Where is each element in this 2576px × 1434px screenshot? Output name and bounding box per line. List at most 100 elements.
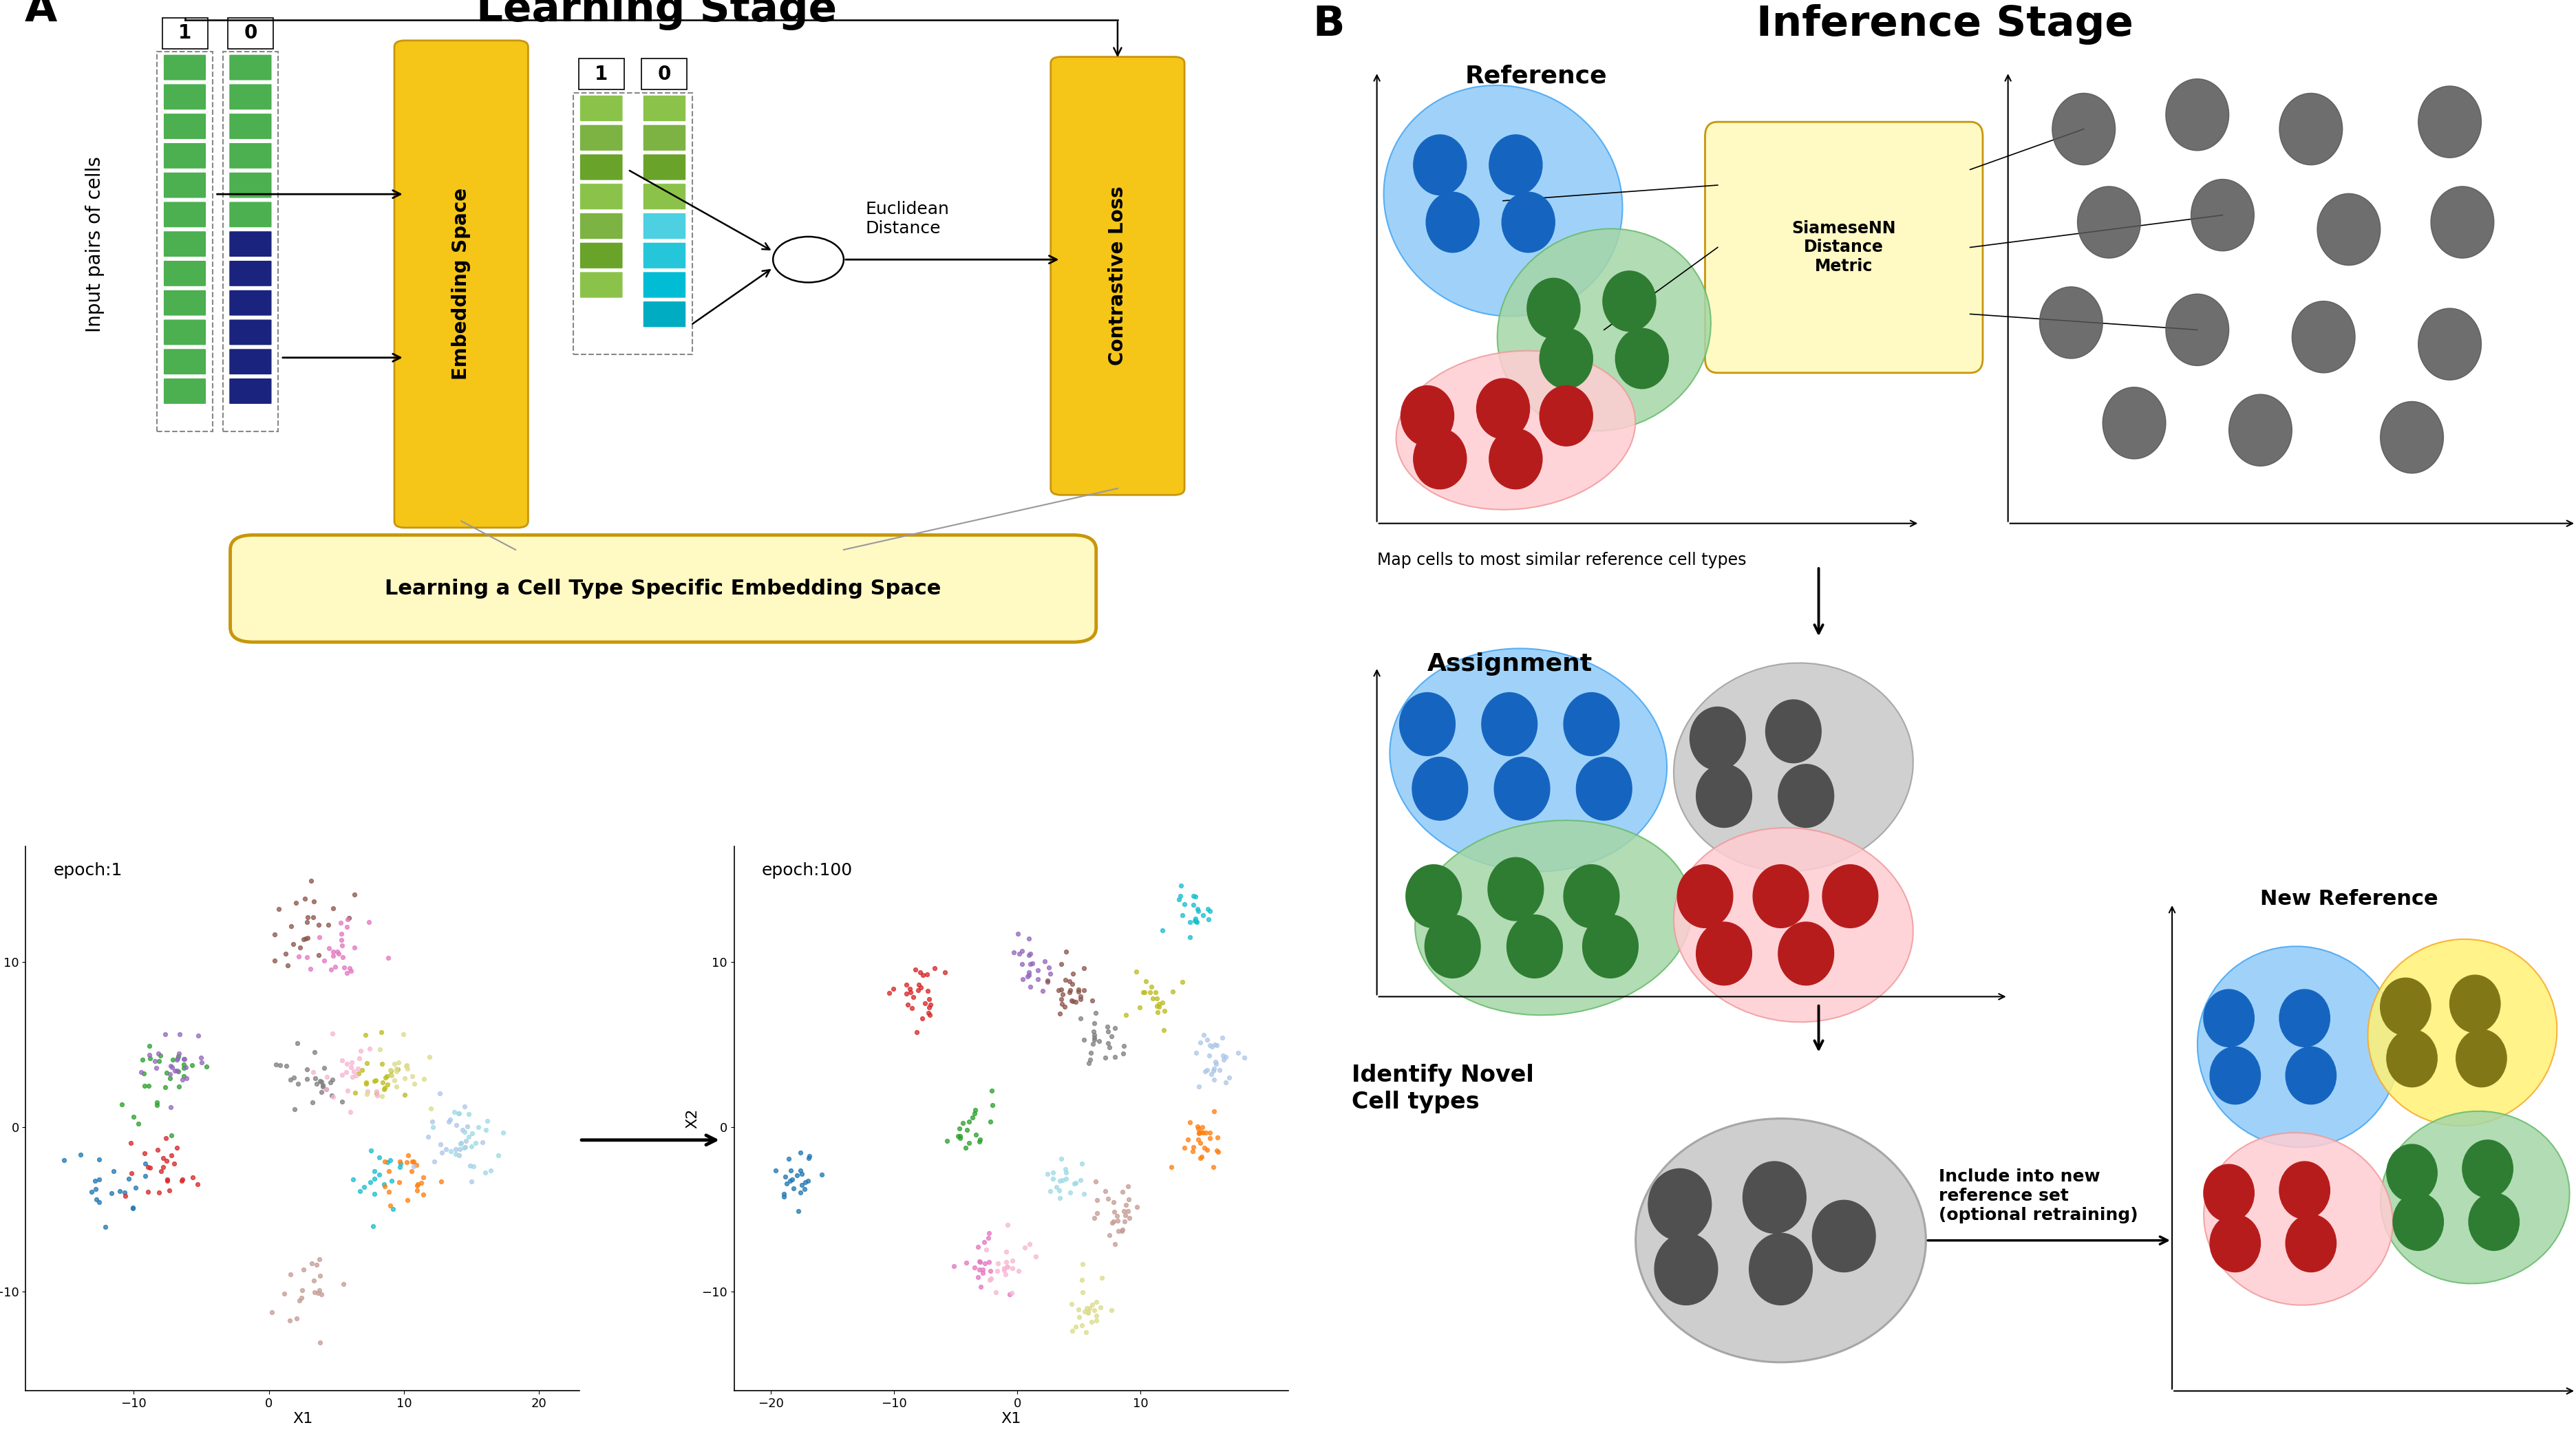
FancyBboxPatch shape	[644, 153, 685, 181]
Point	[430, 1140, 471, 1163]
Point	[149, 1067, 191, 1090]
Circle shape	[1528, 278, 1579, 338]
Point	[1059, 978, 1100, 1001]
Point	[940, 1127, 981, 1150]
Point	[451, 1154, 492, 1177]
Point	[1025, 949, 1066, 972]
Point	[129, 1074, 170, 1097]
Point	[1005, 1236, 1046, 1259]
Y-axis label: X2: X2	[685, 1108, 701, 1129]
Point	[392, 1150, 433, 1173]
Text: B: B	[1314, 4, 1345, 44]
Point	[1072, 1293, 1113, 1316]
Point	[345, 1073, 386, 1096]
FancyBboxPatch shape	[162, 320, 206, 346]
Point	[1182, 903, 1224, 926]
Point	[902, 1007, 943, 1030]
FancyBboxPatch shape	[162, 231, 206, 257]
Point	[157, 1060, 198, 1083]
Circle shape	[2463, 1140, 2514, 1197]
Point	[399, 1172, 440, 1195]
Point	[1043, 995, 1084, 1018]
Point	[80, 1190, 121, 1213]
Point	[149, 1144, 191, 1167]
Point	[1069, 1296, 1110, 1319]
Point	[343, 1176, 384, 1199]
Point	[312, 941, 353, 964]
Point	[1064, 979, 1105, 1002]
Point	[268, 954, 309, 977]
Text: A: A	[26, 0, 57, 30]
Point	[162, 1064, 204, 1087]
Point	[358, 1146, 399, 1169]
Point	[299, 1265, 340, 1288]
Point	[909, 1004, 951, 1027]
Point	[381, 1022, 422, 1045]
Point	[173, 1166, 214, 1189]
Point	[1172, 1136, 1213, 1159]
Point	[361, 1053, 402, 1076]
Point	[1028, 969, 1069, 992]
Point	[1059, 1169, 1100, 1192]
Point	[773, 1167, 814, 1190]
Point	[1188, 1028, 1229, 1051]
Point	[896, 978, 938, 1001]
Point	[1162, 971, 1203, 994]
Point	[1180, 1131, 1221, 1154]
Point	[299, 944, 340, 967]
Point	[157, 1060, 198, 1083]
Text: Learning Stage: Learning Stage	[477, 0, 837, 30]
Point	[1043, 982, 1084, 1005]
Circle shape	[1481, 693, 1538, 756]
Point	[1010, 942, 1051, 965]
Point	[368, 946, 410, 969]
Point	[312, 1022, 353, 1045]
Point	[355, 1080, 397, 1103]
Point	[407, 1126, 448, 1149]
Point	[129, 1034, 170, 1057]
Point	[989, 1282, 1030, 1305]
Point	[1097, 1220, 1139, 1243]
Circle shape	[1821, 865, 1878, 928]
Point	[469, 1159, 510, 1182]
Point	[371, 1064, 412, 1087]
Circle shape	[1540, 328, 1592, 389]
Point	[1002, 952, 1043, 975]
Point	[1185, 1060, 1226, 1083]
Point	[969, 1226, 1010, 1249]
Point	[363, 1076, 404, 1098]
Point	[273, 1065, 314, 1088]
Point	[907, 979, 948, 1002]
Point	[1097, 1209, 1139, 1232]
Point	[255, 1054, 296, 1077]
Point	[984, 1250, 1025, 1273]
Point	[124, 1074, 165, 1097]
Point	[415, 1150, 456, 1173]
Point	[1087, 1187, 1128, 1210]
Point	[914, 956, 956, 979]
Point	[1030, 962, 1072, 985]
Point	[1061, 1152, 1103, 1174]
Point	[376, 1060, 417, 1083]
Point	[410, 1045, 451, 1068]
Point	[1061, 1253, 1103, 1276]
Circle shape	[1414, 135, 1466, 195]
Point	[152, 1055, 193, 1078]
Point	[466, 1119, 507, 1141]
Point	[430, 1108, 471, 1131]
Point	[1079, 1296, 1121, 1319]
Point	[361, 1021, 402, 1044]
Point	[304, 1057, 345, 1080]
Point	[1188, 898, 1229, 921]
Point	[1139, 992, 1180, 1015]
Point	[1074, 1024, 1115, 1047]
Point	[77, 1149, 118, 1172]
Point	[1054, 1315, 1095, 1338]
Point	[1110, 1206, 1151, 1229]
Point	[971, 1094, 1012, 1117]
Point	[1046, 1167, 1087, 1190]
Point	[379, 1170, 420, 1193]
Point	[770, 1170, 811, 1193]
Point	[1141, 919, 1182, 942]
Point	[366, 1065, 407, 1088]
